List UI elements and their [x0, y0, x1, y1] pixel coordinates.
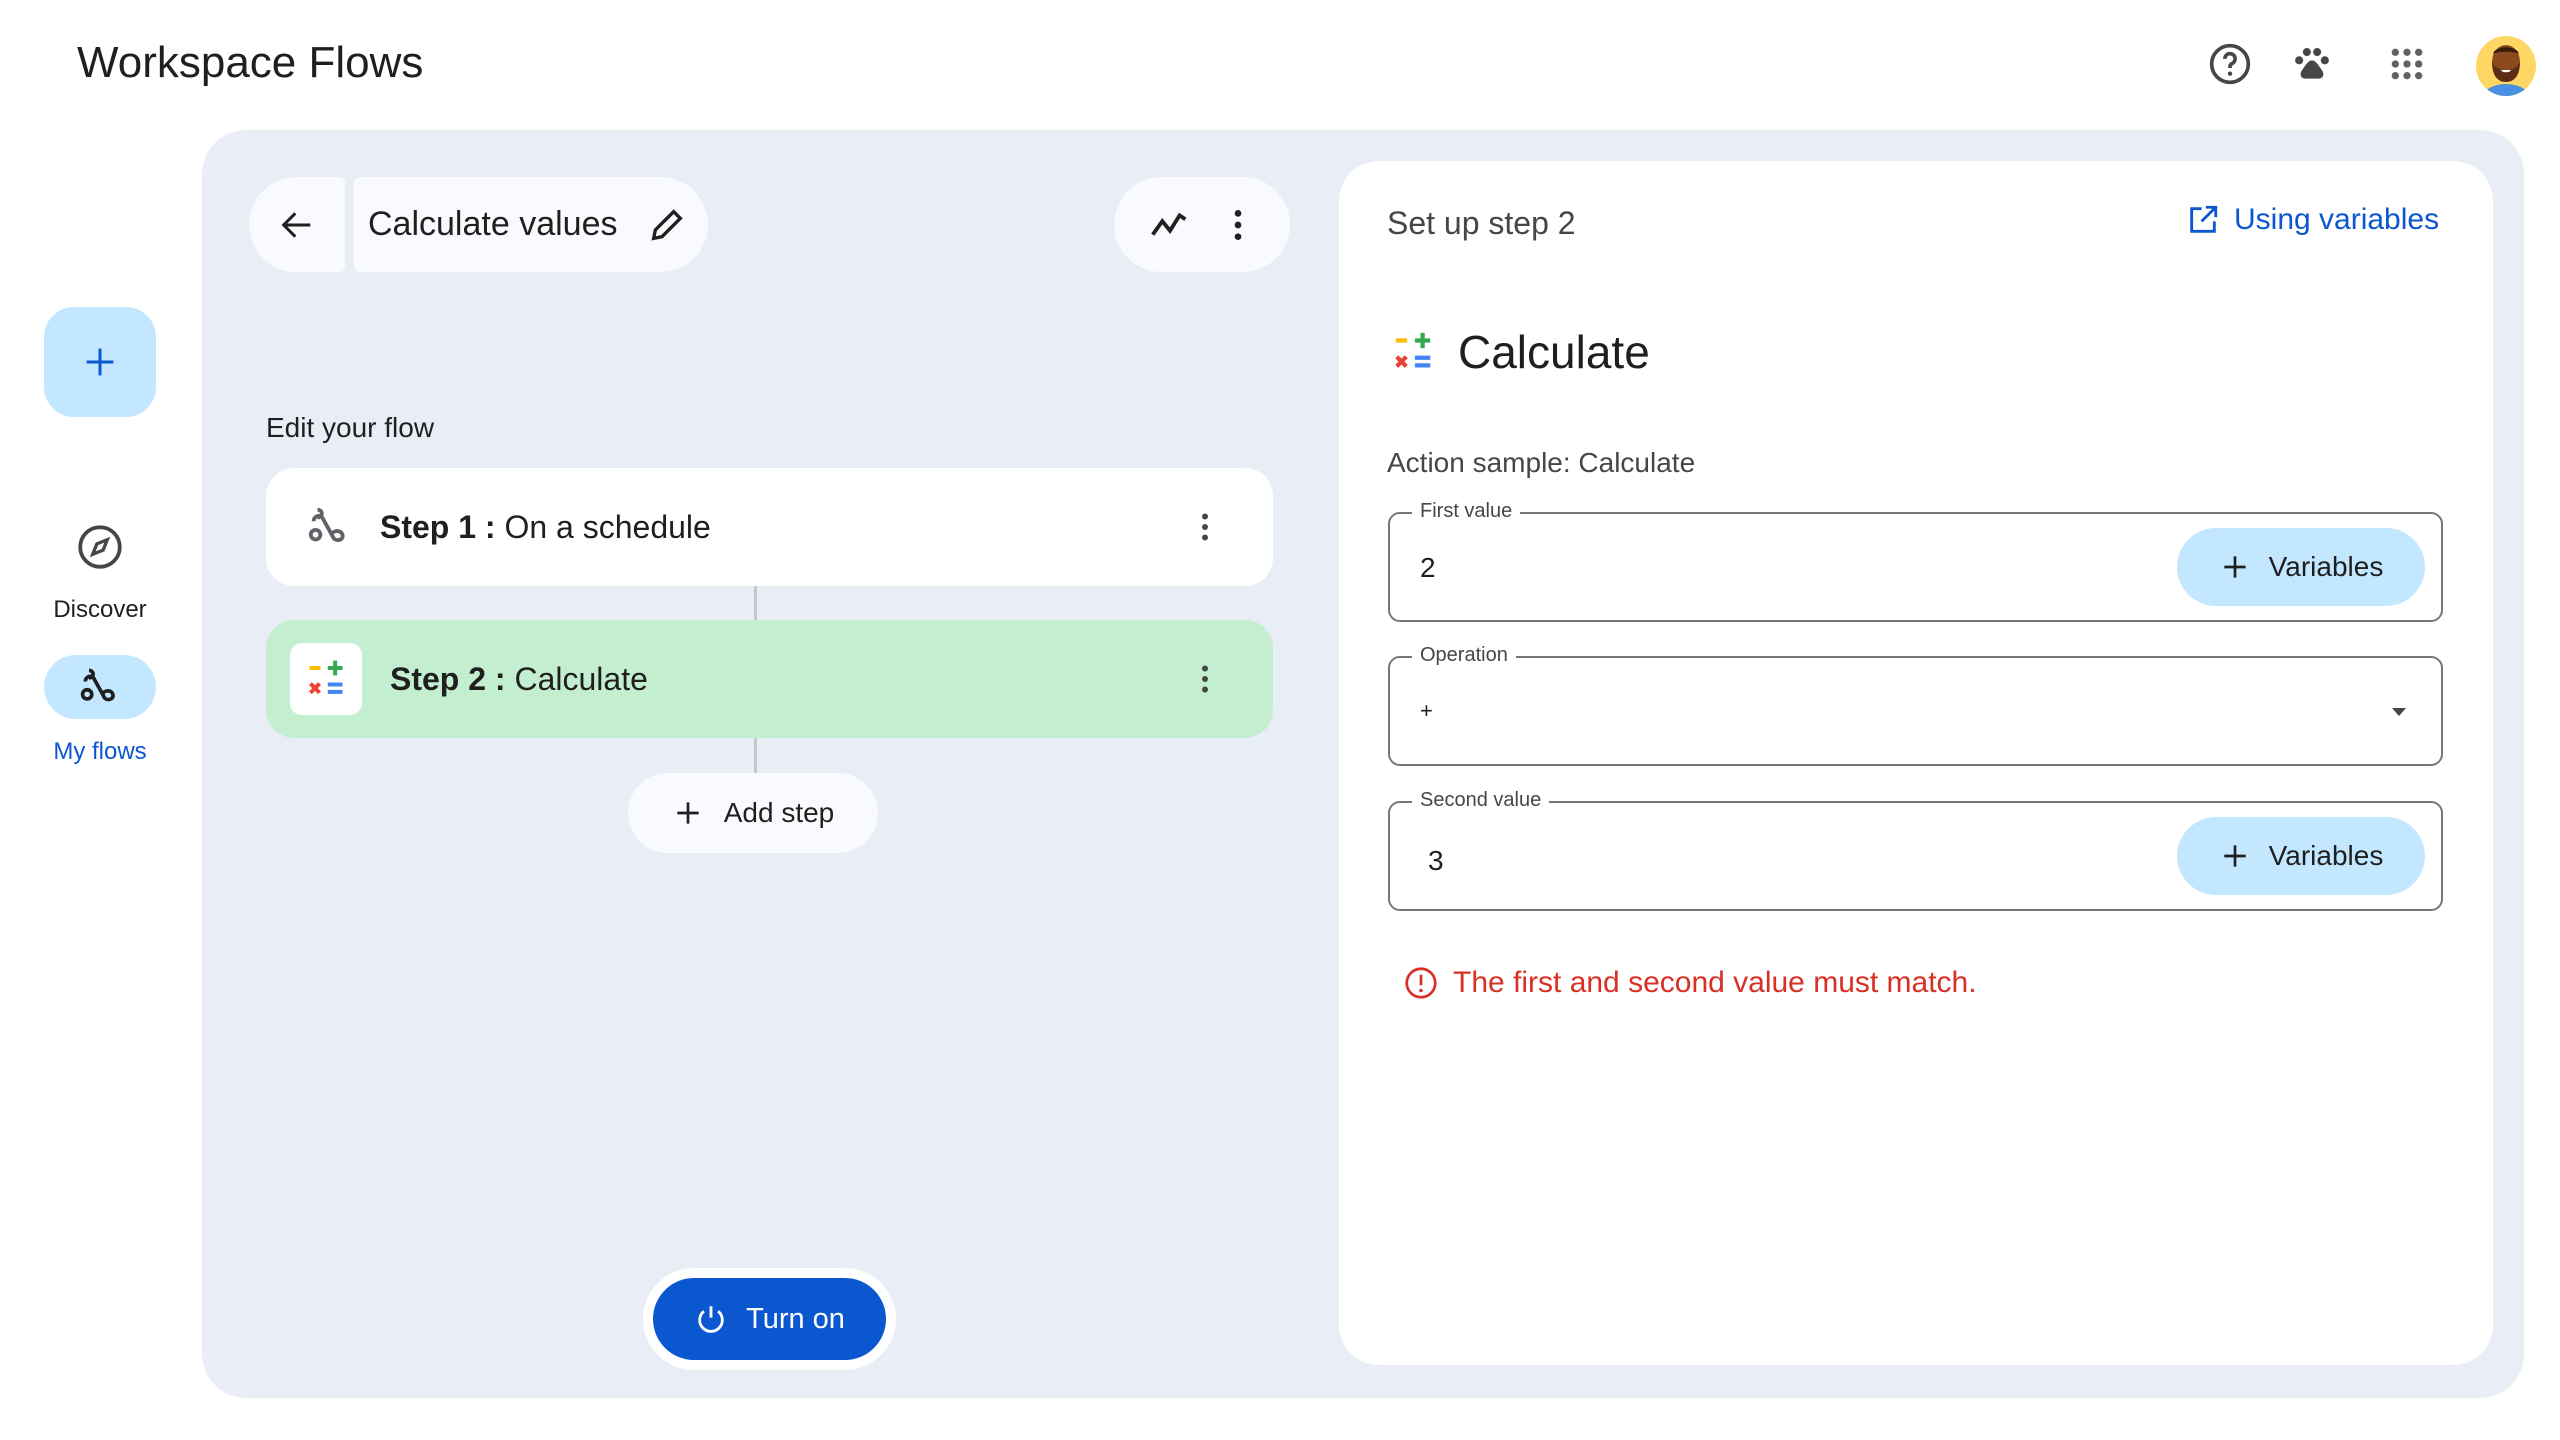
new-flow-button[interactable] [44, 307, 156, 417]
flows-icon [80, 668, 115, 702]
action-sample: Action sample: Calculate [1387, 447, 1696, 478]
sidebar-item-my-flows[interactable] [44, 655, 156, 719]
apps-grid-icon[interactable] [2379, 36, 2435, 92]
flow-actions [1114, 177, 1290, 272]
flow-title: Calculate values [368, 205, 618, 243]
more-vert-icon[interactable] [1218, 205, 1258, 245]
operation-select[interactable]: Operation + [1388, 644, 2443, 766]
first-value-input[interactable]: 2 [1420, 552, 1436, 583]
dropdown-arrow-icon[interactable] [2387, 700, 2411, 724]
step-label: Calculate [514, 660, 648, 697]
open-in-new-icon [2190, 205, 2218, 233]
second-value-input[interactable]: 3 [1428, 845, 1444, 876]
action-title: Calculate [1458, 326, 1650, 378]
sidebar-item-discover[interactable]: Discover [53, 596, 147, 623]
plus-icon [86, 348, 114, 376]
variables-label: Variables [2268, 840, 2384, 871]
activity-icon[interactable] [1147, 202, 1193, 248]
step-setup-panel [1339, 161, 2493, 1365]
panel-title: Set up step 2 [1387, 205, 1576, 241]
add-step-label: Add step [723, 797, 835, 828]
help-icon[interactable] [2202, 36, 2258, 92]
field-label: First value [1412, 500, 1521, 523]
back-button[interactable] [249, 177, 345, 272]
second-value-field[interactable]: Second value 3 Variables [1388, 789, 2443, 911]
field-label: Second value [1412, 789, 1550, 812]
avatar[interactable] [2476, 36, 2536, 96]
step-card-2[interactable]: Step 2 : Calculate [266, 620, 1273, 738]
field-label: Operation [1412, 644, 1516, 667]
error-text: The first and second value must match. [1453, 966, 1977, 999]
first-value-field[interactable]: First value 2 Variables [1388, 500, 2443, 622]
operation-value: + [1420, 698, 1433, 723]
step-connector [754, 738, 757, 773]
error-icon [1405, 967, 1437, 999]
step-prefix: Step 2 : [390, 660, 506, 697]
power-icon [698, 1306, 724, 1333]
plus-icon [677, 802, 699, 824]
action-header: Calculate [1390, 325, 1650, 379]
pencil-icon[interactable] [647, 205, 687, 245]
step-prefix: Step 1 : [380, 508, 496, 545]
sidebar-label-my-flows[interactable]: My flows [53, 738, 147, 765]
turn-on-label: Turn on [746, 1302, 845, 1335]
variables-button[interactable]: Variables [2177, 528, 2425, 606]
using-variables-label: Using variables [2234, 203, 2440, 236]
variables-label: Variables [2268, 551, 2384, 582]
plus-icon [2224, 845, 2246, 867]
more-vert-icon[interactable] [1187, 661, 1223, 697]
app-title: Workspace Flows [77, 38, 424, 87]
error-message: The first and second value must match. [1403, 965, 1977, 1001]
more-vert-icon[interactable] [1187, 509, 1223, 545]
step-card-1[interactable]: Step 1 : On a schedule [266, 468, 1273, 586]
calculator-icon [290, 643, 362, 715]
turn-on-button[interactable]: Turn on [653, 1278, 886, 1360]
using-variables-link[interactable]: Using variables [2186, 203, 2439, 237]
step-connector [754, 586, 757, 620]
plus-icon [2224, 556, 2246, 578]
add-step-button[interactable]: Add step [628, 773, 878, 853]
compass-icon[interactable] [75, 522, 125, 577]
step-label: On a schedule [504, 508, 711, 545]
paw-icon[interactable] [2284, 36, 2340, 92]
variables-button[interactable]: Variables [2177, 817, 2425, 895]
arrow-back-icon [281, 211, 311, 238]
schedule-flow-icon [308, 507, 345, 542]
calculator-icon [1395, 332, 1431, 368]
section-label: Edit your flow [266, 412, 435, 443]
flow-title-chip[interactable]: Calculate values [354, 177, 708, 272]
